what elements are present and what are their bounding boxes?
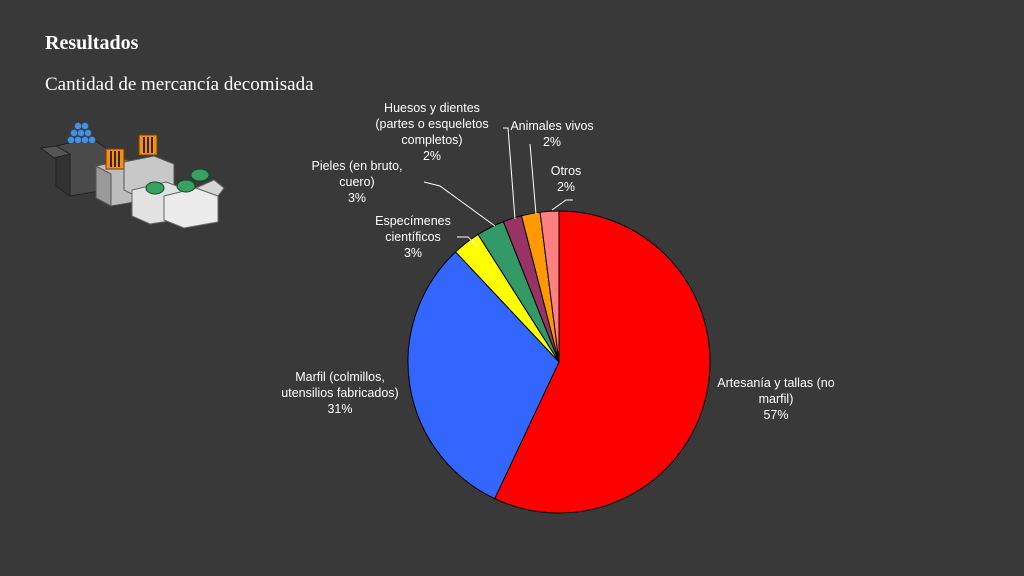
leader-line-4 [503, 127, 516, 220]
pie-slice-0 [494, 210, 711, 514]
leader-line-3 [423, 181, 496, 227]
slide-title: Resultados [45, 32, 139, 54]
leader-line-2 [457, 236, 478, 247]
slice-label-4: Huesos y dientes (partes o esqueletos comp… [375, 101, 488, 163]
slice-label-3: Pieles (en bruto, cuero) 3% [311, 159, 402, 205]
slice-label-0: Artesanía y tallas (no marfil) 57% [717, 376, 834, 422]
slice-label-2: Especímenes científicos 3% [375, 214, 451, 260]
slice-label-1: Marfil (colmillos, utensilios fabricados)… [281, 370, 398, 416]
confiscated-boxes-icon [39, 122, 225, 229]
slide-subtitle: Cantidad de mercancía decomisada [45, 74, 314, 95]
slice-label-5: Animales vivos 2% [510, 119, 593, 149]
pie-slice-6 [539, 210, 560, 363]
slice-label-6: Otros 2% [551, 164, 582, 194]
leader-line-5 [529, 143, 537, 215]
pie-slice-1 [407, 251, 560, 500]
leader-line-6 [551, 199, 573, 211]
